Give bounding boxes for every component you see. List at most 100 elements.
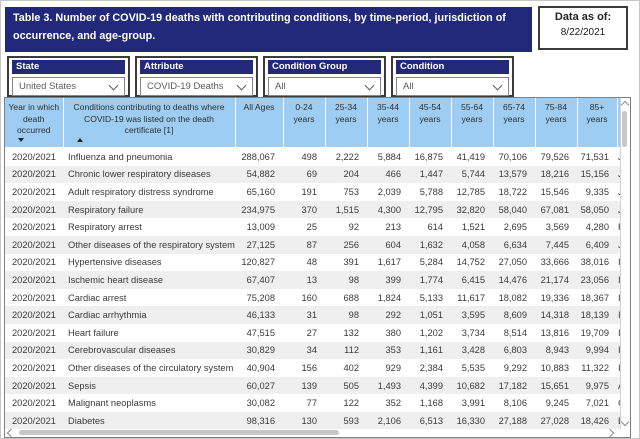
filter-condition-group-dropdown[interactable]: All [268, 77, 381, 96]
cell-value[interactable]: 98,316 [246, 415, 275, 426]
cell-condition[interactable]: Cerebrovascular diseases [68, 345, 176, 356]
cell-value[interactable]: 18,722 [498, 186, 527, 197]
cell-value[interactable]: 18,367 [580, 292, 609, 303]
cell-year[interactable]: 2020/2021 [12, 398, 56, 409]
column-header-25-34-years[interactable]: 25-34 years [325, 98, 368, 148]
cell-value[interactable]: 6,634 [503, 239, 527, 250]
cell-value[interactable]: 18,426 [580, 415, 609, 426]
cell-condition[interactable]: Ischemic heart disease [68, 274, 164, 285]
cell-value[interactable]: 14,752 [456, 257, 485, 268]
cell-value[interactable]: 3,991 [461, 398, 485, 409]
cell-value[interactable]: 98 [348, 274, 359, 285]
cell-value[interactable]: 12,785 [456, 186, 485, 197]
cell-year[interactable]: 2020/2021 [12, 362, 56, 373]
cell-value[interactable]: 11,617 [457, 292, 485, 303]
cell-condition[interactable]: Diabetes [68, 415, 105, 426]
cell-value[interactable]: 204 [343, 169, 359, 180]
cell-value[interactable]: 8,609 [503, 310, 527, 321]
cell-condition[interactable]: Influenza and pneumonia [68, 152, 173, 163]
cell-value[interactable]: 38,016 [580, 257, 609, 268]
cell-condition[interactable]: Respiratory arrest [68, 222, 142, 233]
cell-value[interactable]: 58,050 [580, 204, 609, 215]
cell-value[interactable]: 593 [343, 415, 359, 426]
cell-value[interactable]: 1,632 [419, 239, 443, 250]
column-header-35-44-years[interactable]: 35-44 years [367, 98, 410, 148]
cell-year[interactable]: 2020/2021 [12, 239, 56, 250]
cell-value[interactable]: 1,824 [377, 292, 401, 303]
cell-value[interactable]: 21,174 [540, 274, 569, 285]
cell-value[interactable]: 69 [306, 169, 317, 180]
cell-value[interactable]: 2,222 [335, 152, 359, 163]
cell-value[interactable]: 132 [343, 327, 359, 338]
cell-value[interactable]: 71,531 [580, 152, 609, 163]
cell-value[interactable]: 15,156 [580, 169, 609, 180]
cell-year[interactable]: 2020/2021 [12, 204, 56, 215]
cell-value[interactable]: 370 [301, 204, 317, 215]
cell-condition[interactable]: Heart failure [68, 327, 119, 338]
cell-value[interactable]: 929 [385, 362, 401, 373]
cell-value[interactable]: 352 [385, 398, 401, 409]
cell-value[interactable]: 5,133 [419, 292, 443, 303]
cell-condition[interactable]: Malignant neoplasms [68, 398, 156, 409]
cell-condition[interactable]: Cardiac arrhythmia [68, 310, 147, 321]
column-header-55-64-years[interactable]: 55-64 years [451, 98, 494, 148]
cell-value[interactable]: 6,513 [419, 415, 443, 426]
cell-value[interactable]: 27,028 [540, 415, 569, 426]
cell-value[interactable]: 19,709 [580, 327, 609, 338]
cell-value[interactable]: 30,082 [246, 398, 275, 409]
cell-value[interactable]: 13,579 [498, 169, 527, 180]
cell-value[interactable]: 120,827 [241, 257, 275, 268]
cell-value[interactable]: 2,039 [377, 186, 401, 197]
cell-value[interactable]: 402 [343, 362, 359, 373]
cell-value[interactable]: 6,409 [585, 239, 609, 250]
cell-year[interactable]: 2020/2021 [12, 274, 56, 285]
cell-value[interactable]: 466 [385, 169, 401, 180]
cell-value[interactable]: 87 [306, 239, 317, 250]
cell-value[interactable]: 13,009 [246, 222, 275, 233]
cell-value[interactable]: 27,050 [498, 257, 527, 268]
cell-value[interactable]: 234,975 [241, 204, 275, 215]
cell-value[interactable]: 40,904 [246, 362, 275, 373]
cell-value[interactable]: 31 [306, 310, 317, 321]
cell-value[interactable]: 9,292 [503, 362, 527, 373]
cell-value[interactable]: 399 [385, 274, 401, 285]
cell-value[interactable]: 6,803 [503, 345, 527, 356]
cell-year[interactable]: 2020/2021 [12, 292, 56, 303]
column-header-65-74-years[interactable]: 65-74 years [493, 98, 536, 148]
cell-value[interactable]: 498 [301, 152, 317, 163]
cell-value[interactable]: 16,875 [414, 152, 443, 163]
cell-value[interactable]: 12,795 [414, 204, 443, 215]
horizontal-scrollbar-thumb[interactable] [19, 430, 339, 435]
cell-value[interactable]: 67,081 [540, 204, 569, 215]
cell-year[interactable]: 2020/2021 [12, 380, 56, 391]
cell-value[interactable]: 75,208 [246, 292, 275, 303]
cell-value[interactable]: 16,330 [456, 415, 485, 426]
cell-value[interactable]: 1,521 [461, 222, 485, 233]
cell-value[interactable]: 41,419 [456, 152, 485, 163]
cell-value[interactable]: 688 [343, 292, 359, 303]
cell-value[interactable]: 3,428 [461, 345, 485, 356]
cell-value[interactable]: 292 [385, 310, 401, 321]
cell-value[interactable]: 213 [385, 222, 401, 233]
cell-value[interactable]: 10,682 [456, 380, 485, 391]
cell-value[interactable]: 65,160 [246, 186, 275, 197]
cell-year[interactable]: 2020/2021 [12, 169, 56, 180]
cell-value[interactable]: 13 [306, 274, 317, 285]
cell-year[interactable]: 2020/2021 [12, 310, 56, 321]
cell-value[interactable]: 1,051 [419, 310, 443, 321]
cell-value[interactable]: 9,994 [585, 345, 609, 356]
cell-value[interactable]: 47,515 [246, 327, 275, 338]
cell-value[interactable]: 4,300 [377, 204, 401, 215]
cell-value[interactable]: 77 [306, 398, 317, 409]
scroll-up-icon[interactable] [620, 100, 630, 110]
column-header-year[interactable]: Year in which death occurred [5, 98, 64, 148]
column-header-45-54-years[interactable]: 45-54 years [409, 98, 452, 148]
cell-value[interactable]: 3,595 [461, 310, 485, 321]
cell-value[interactable]: 288,067 [241, 152, 275, 163]
filter-state-dropdown[interactable]: United States [12, 77, 125, 96]
cell-value[interactable]: 54,882 [246, 169, 275, 180]
cell-value[interactable]: 9,335 [585, 186, 609, 197]
column-header-all-ages[interactable]: All Ages [235, 98, 284, 148]
cell-value[interactable]: 46,133 [246, 310, 275, 321]
cell-value[interactable]: 5,535 [461, 362, 485, 373]
